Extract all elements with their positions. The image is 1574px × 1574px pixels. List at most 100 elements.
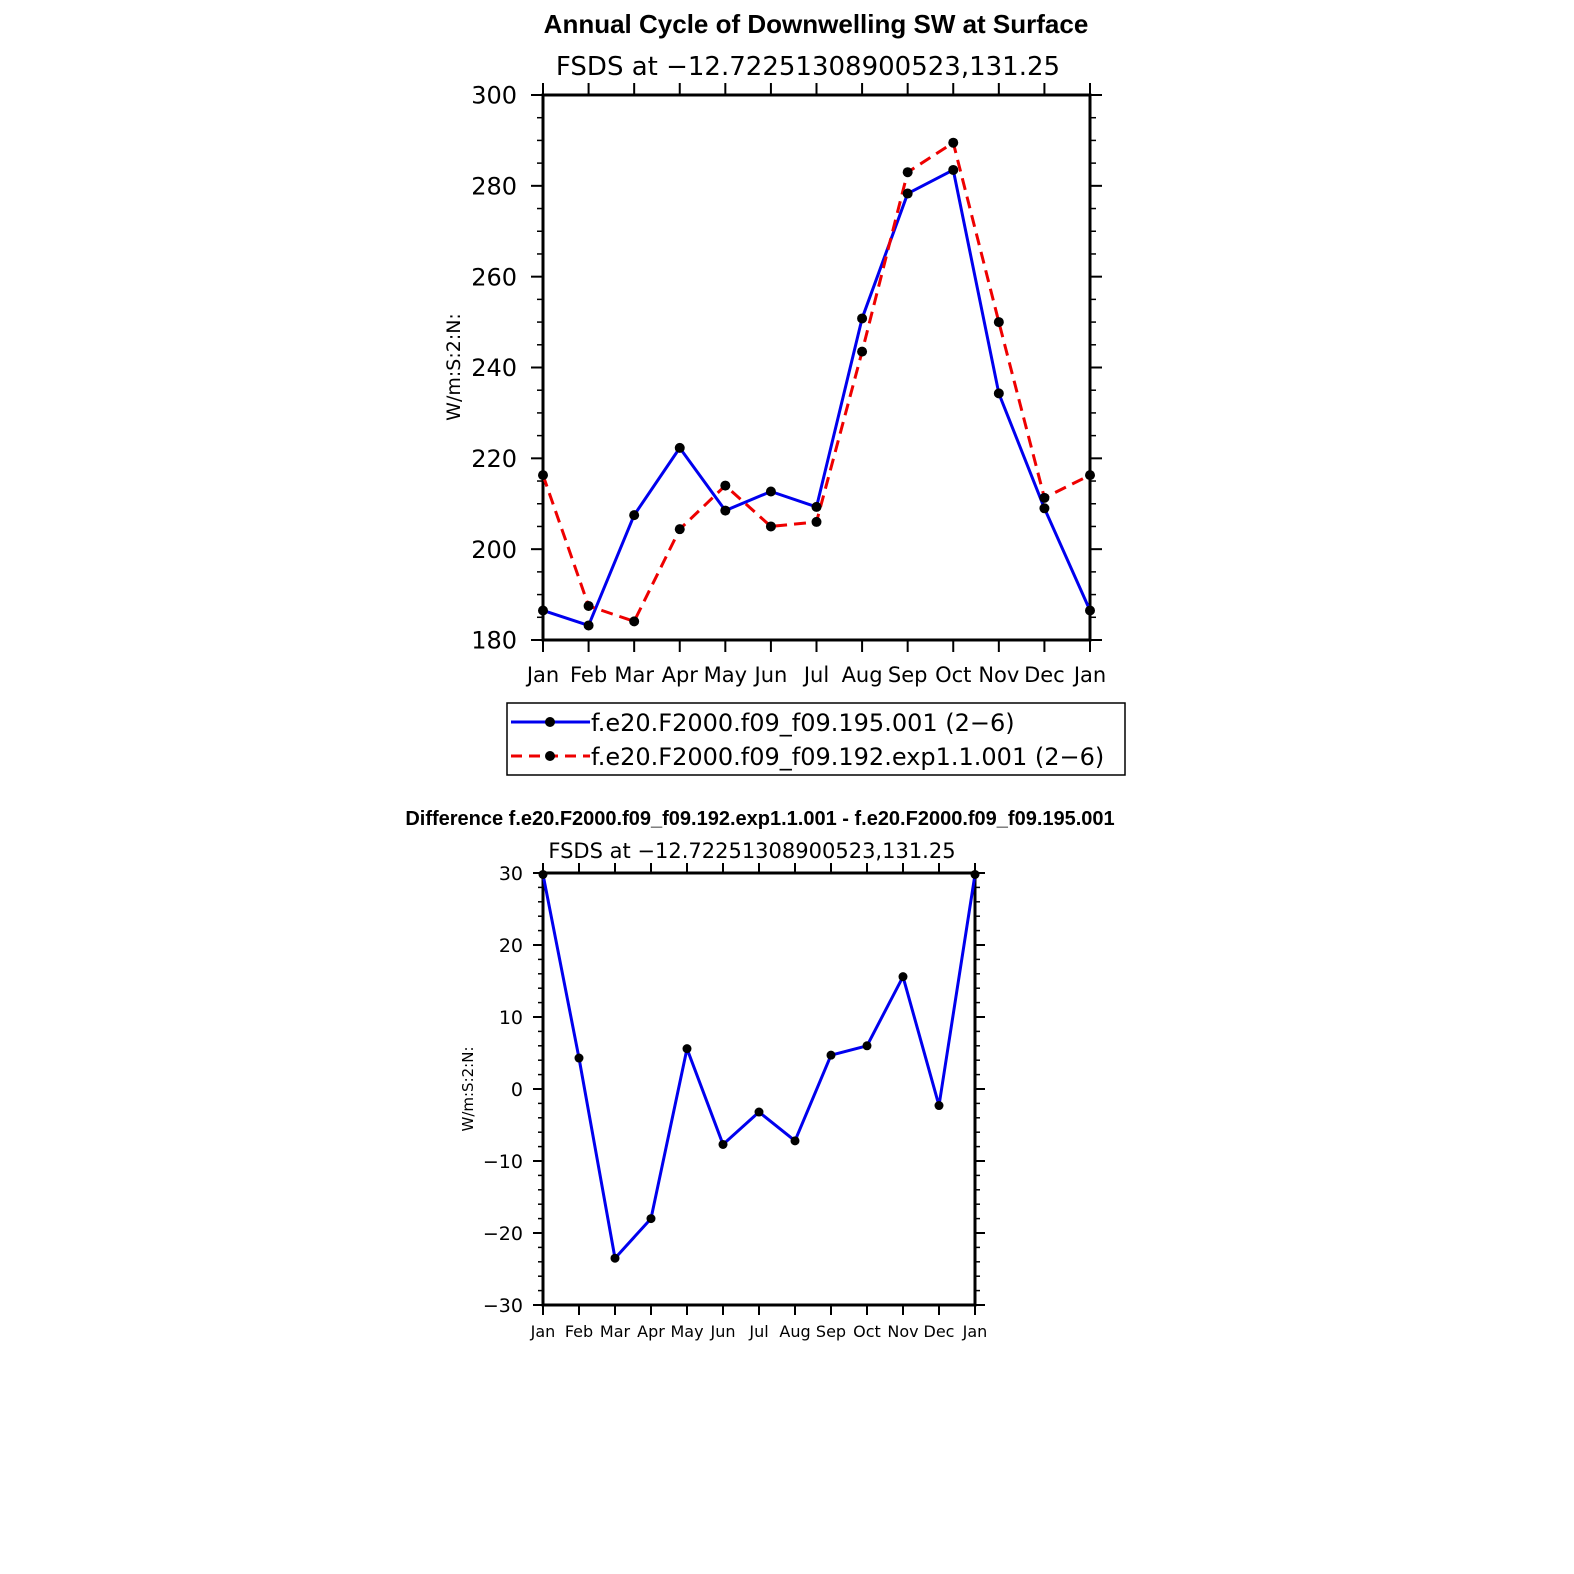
x-tick-label: Jun [710, 1322, 736, 1341]
x-tick-label: Jan [1072, 663, 1106, 687]
y-tick-label: 200 [471, 536, 517, 564]
data-point [857, 313, 868, 324]
y-tick-labels: −30 −20 −10 0 10 20 30 [483, 863, 523, 1317]
y-axis-label: W/m:S:2:N: [443, 313, 465, 421]
x-tick-label: Dec [1024, 663, 1065, 687]
data-point [765, 486, 776, 497]
data-point [898, 972, 908, 982]
data-point [811, 516, 822, 527]
x-tick-label: Sep [888, 663, 928, 687]
x-tick-label: May [704, 663, 747, 687]
difference-chart: Difference f.e20.F2000.f09_f09.192.exp1.… [405, 808, 1114, 1341]
data-point [674, 442, 685, 453]
x-tick-label: Mar [600, 1322, 631, 1341]
legend-entry: f.e20.F2000.f09_f09.192.exp1.1.001 (2−6) [511, 743, 1104, 771]
data-point [993, 317, 1004, 328]
chart-title: Difference f.e20.F2000.f09_f09.192.exp1.… [405, 808, 1114, 830]
chart-subtitle: FSDS at −12.72251308900523,131.25 [556, 52, 1060, 82]
data-point [720, 480, 731, 491]
data-point [811, 501, 822, 512]
series-line [541, 141, 1091, 623]
x-tick-label: Oct [935, 663, 971, 687]
legend-label: f.e20.F2000.f09_f09.195.001 (2−6) [591, 709, 1015, 737]
x-tick-label: Jul [802, 663, 829, 687]
y-tick-label: 260 [471, 263, 517, 291]
legend-marker [545, 717, 555, 727]
data-point [862, 1041, 872, 1051]
data-point [583, 620, 594, 631]
legend-marker [545, 751, 555, 761]
legend-label: f.e20.F2000.f09_f09.192.exp1.1.001 (2−6) [591, 743, 1104, 771]
data-point [948, 164, 959, 175]
data-point [610, 1253, 620, 1263]
x-tick-label: Jan [525, 663, 559, 687]
data-point [583, 600, 594, 611]
x-tick-label: Jul [748, 1322, 768, 1341]
legend-box [506, 702, 1126, 776]
plot-axes [541, 871, 977, 1307]
x-tick-label: May [670, 1322, 703, 1341]
plot-frame [541, 93, 1092, 642]
data-point [629, 616, 640, 627]
y-tick-label: 20 [499, 935, 523, 957]
x-tick-label: Oct [853, 1322, 881, 1341]
x-tick-label: Nov [978, 663, 1019, 687]
y-tick-label: 280 [471, 172, 517, 200]
data-point [538, 869, 548, 879]
data-point [682, 1044, 692, 1054]
data-point [754, 1107, 764, 1117]
data-point [1085, 605, 1095, 616]
data-point [720, 505, 731, 516]
x-tick-label: Jun [753, 663, 788, 687]
data-point [538, 470, 548, 481]
series-layer [538, 137, 1095, 631]
axis-ticks [533, 863, 985, 1315]
series-line [542, 168, 1092, 627]
data-point [934, 1101, 944, 1111]
y-tick-label: −20 [483, 1223, 523, 1245]
data-point [1039, 492, 1050, 503]
x-tick-label: Dec [924, 1322, 955, 1341]
y-tick-label: −30 [483, 1295, 523, 1317]
series-layer [538, 869, 980, 1263]
y-axis-label: W/m:S:2:N: [459, 1047, 477, 1132]
y-tick-labels: 180 200 220 240 260 280 300 [471, 82, 517, 655]
data-point [902, 188, 913, 199]
plot-axes [541, 93, 1092, 642]
y-tick-label: 240 [471, 354, 517, 382]
x-tick-label: Jan [962, 1322, 988, 1341]
x-tick-label: Nov [887, 1322, 918, 1341]
chart-subtitle: FSDS at −12.72251308900523,131.25 [548, 839, 955, 863]
y-tick-label: 220 [471, 445, 517, 473]
y-tick-label: 180 [471, 627, 517, 655]
data-point [857, 346, 868, 357]
data-point [948, 137, 959, 148]
plot-frame [541, 871, 977, 1307]
y-tick-label: 10 [499, 1007, 523, 1029]
data-point [790, 1136, 800, 1146]
y-tick-label: 300 [471, 82, 517, 110]
x-tick-label: Mar [614, 663, 654, 687]
data-point [629, 510, 640, 521]
y-tick-label: 0 [511, 1079, 523, 1101]
data-point [538, 605, 548, 616]
chart-title: Annual Cycle of Downwelling SW at Surfac… [544, 9, 1089, 39]
data-point [718, 1139, 728, 1149]
x-tick-label: Apr [637, 1322, 665, 1341]
data-point [970, 869, 980, 879]
data-point [902, 167, 913, 178]
data-point [674, 524, 685, 535]
data-point [826, 1050, 836, 1060]
x-tick-label: Sep [816, 1322, 846, 1341]
x-tick-label: Aug [779, 1322, 810, 1341]
y-tick-label: 30 [499, 863, 523, 885]
legend: f.e20.F2000.f09_f09.195.001 (2−6) f.e20.… [506, 702, 1126, 776]
annual-cycle-chart: Annual Cycle of Downwelling SW at Surfac… [443, 9, 1126, 776]
y-tick-label: −10 [483, 1151, 523, 1173]
x-tick-label: Aug [842, 663, 883, 687]
data-point [646, 1214, 656, 1224]
data-point [993, 388, 1004, 399]
series-line [541, 874, 977, 1260]
data-point [1085, 470, 1095, 481]
